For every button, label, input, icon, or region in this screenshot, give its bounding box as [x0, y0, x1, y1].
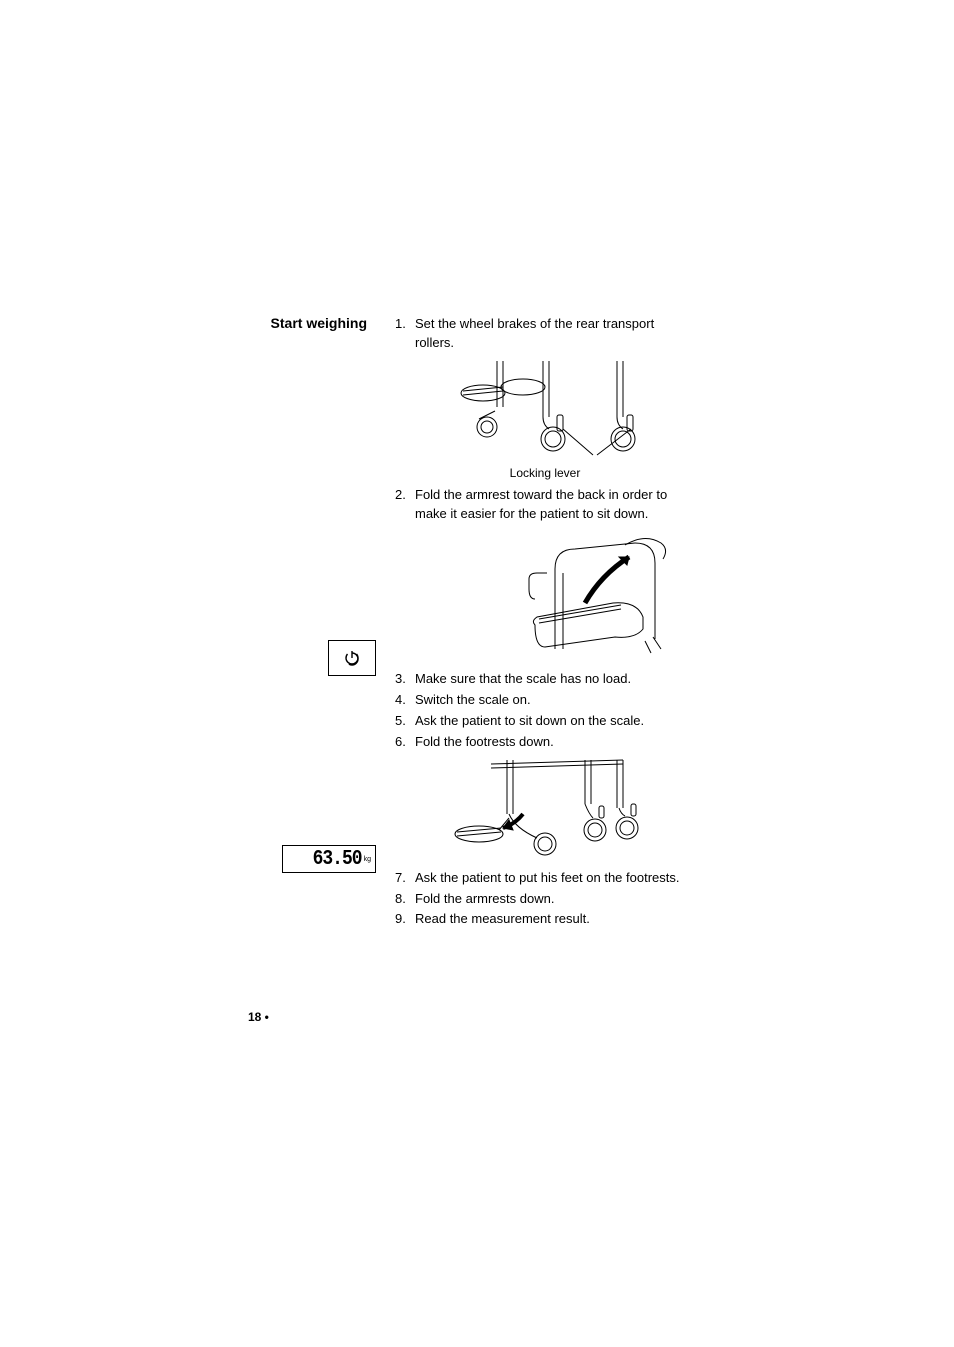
step-1-num: 1. — [395, 315, 415, 353]
step-8: 8. Fold the armrests down. — [395, 890, 695, 909]
figure-wheel-brakes-caption: Locking lever — [395, 466, 695, 480]
step-9-text: Read the measurement result. — [415, 910, 695, 929]
step-6-text: Fold the footrests down. — [415, 733, 695, 752]
figure-footrests — [395, 758, 695, 863]
step-2-text: Fold the armrest toward the back in orde… — [415, 486, 695, 524]
step-5-text: Ask the patient to sit down on the scale… — [415, 712, 695, 731]
figure-armrest — [395, 529, 695, 664]
step-5-num: 5. — [395, 712, 415, 731]
step-3-text: Make sure that the scale has no load. — [415, 670, 695, 689]
step-9-num: 9. — [395, 910, 415, 929]
step-7-num: 7. — [395, 869, 415, 888]
step-2-num: 2. — [395, 486, 415, 524]
step-6: 6. Fold the footrests down. — [395, 733, 695, 752]
step-4-text: Switch the scale on. — [415, 691, 695, 710]
power-icon-box — [328, 640, 376, 676]
step-3-num: 3. — [395, 670, 415, 689]
step-3: 3. Make sure that the scale has no load. — [395, 670, 695, 689]
page-number: 18 • — [248, 1010, 269, 1024]
step-1: 1. Set the wheel brakes of the rear tran… — [395, 315, 695, 353]
step-4-num: 4. — [395, 691, 415, 710]
step-7-text: Ask the patient to put his feet on the f… — [415, 869, 695, 888]
lcd-value: 63.50 — [313, 847, 362, 871]
figure-wheel-brakes: Locking lever — [395, 359, 695, 480]
step-8-text: Fold the armrests down. — [415, 890, 695, 909]
power-icon — [343, 649, 361, 667]
lcd-display: 63.50 kg — [282, 845, 376, 873]
section-heading: Start weighing — [190, 315, 385, 331]
step-5: 5. Ask the patient to sit down on the sc… — [395, 712, 695, 731]
lcd-unit: kg — [364, 856, 371, 863]
step-7: 7. Ask the patient to put his feet on th… — [395, 869, 695, 888]
step-6-num: 6. — [395, 733, 415, 752]
step-9: 9. Read the measurement result. — [395, 910, 695, 929]
step-1-text: Set the wheel brakes of the rear transpo… — [415, 315, 695, 353]
step-2: 2. Fold the armrest toward the back in o… — [395, 486, 695, 524]
step-8-num: 8. — [395, 890, 415, 909]
step-4: 4. Switch the scale on. — [395, 691, 695, 710]
